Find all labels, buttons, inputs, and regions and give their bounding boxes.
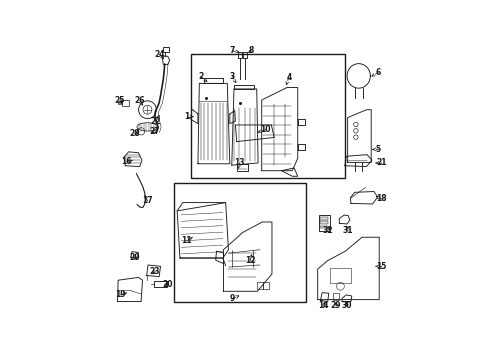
Text: 27: 27	[149, 127, 160, 136]
Bar	[174, 183, 305, 302]
Bar	[154, 281, 166, 287]
Bar	[319, 221, 327, 224]
Text: 17: 17	[142, 196, 152, 205]
Text: 3: 3	[229, 72, 235, 81]
Text: 10: 10	[260, 125, 270, 134]
Text: 20: 20	[162, 280, 172, 289]
Text: 16: 16	[121, 157, 132, 166]
Text: 29: 29	[330, 301, 341, 310]
Bar	[191, 54, 344, 177]
Bar	[329, 268, 350, 283]
Text: 24: 24	[154, 50, 164, 59]
Text: 28: 28	[129, 129, 140, 138]
Text: 22: 22	[150, 117, 161, 126]
Text: 25: 25	[114, 96, 125, 105]
Text: 7: 7	[229, 46, 235, 55]
Text: 20: 20	[129, 253, 140, 262]
Bar	[122, 100, 129, 105]
Bar	[332, 293, 339, 301]
Bar	[319, 217, 327, 220]
Bar	[163, 47, 168, 52]
Bar	[236, 164, 247, 171]
Text: 8: 8	[248, 46, 253, 55]
Bar	[257, 282, 262, 288]
Text: 9: 9	[229, 294, 235, 303]
Bar	[238, 52, 242, 58]
Text: 26: 26	[134, 96, 144, 105]
Text: 12: 12	[244, 256, 255, 265]
Text: 14: 14	[318, 301, 328, 310]
Text: 30: 30	[341, 301, 352, 310]
Bar	[263, 282, 268, 288]
Text: 11: 11	[181, 236, 192, 245]
Text: 31: 31	[342, 226, 353, 235]
Bar	[243, 52, 246, 58]
Text: 6: 6	[375, 68, 380, 77]
Text: 18: 18	[375, 194, 386, 203]
Text: 2: 2	[198, 72, 203, 81]
Text: 21: 21	[375, 158, 386, 167]
Text: 5: 5	[375, 145, 380, 154]
Text: 32: 32	[322, 226, 332, 235]
Bar	[117, 101, 122, 104]
Text: 15: 15	[375, 262, 386, 271]
Bar	[319, 226, 327, 228]
Bar	[318, 215, 329, 231]
Text: 4: 4	[285, 72, 291, 81]
Text: 1: 1	[184, 112, 189, 121]
Text: 23: 23	[148, 266, 159, 275]
Text: 13: 13	[234, 158, 244, 167]
Text: 19: 19	[115, 291, 125, 300]
